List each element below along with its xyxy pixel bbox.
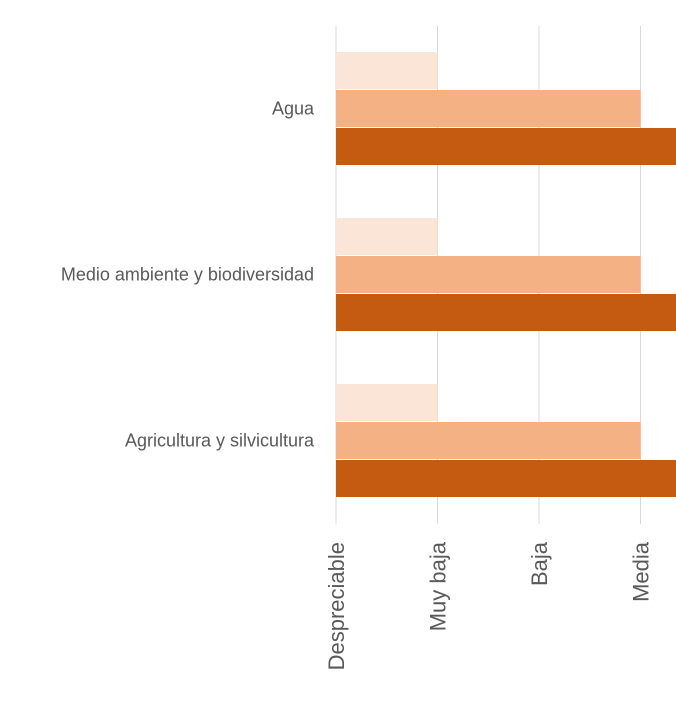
category-label: Agricultura y silvicultura	[125, 431, 315, 451]
bars	[336, 52, 676, 497]
bar	[336, 422, 641, 459]
bar	[336, 52, 438, 89]
bar	[336, 460, 676, 497]
x-tick-label: Muy baja	[426, 541, 451, 631]
x-tick-label: Baja	[527, 541, 552, 586]
bar	[336, 256, 641, 293]
bar	[336, 294, 676, 331]
bar	[336, 218, 438, 255]
bar	[336, 384, 438, 421]
bar	[336, 128, 676, 165]
x-tick-labels: Despreciable Muy baja Baja Media	[324, 541, 654, 670]
category-labels: Agua Medio ambiente y biodiversidad Agricu…	[61, 99, 315, 451]
x-tick-label: Despreciable	[324, 542, 349, 670]
category-label: Agua	[272, 99, 315, 119]
category-label: Medio ambiente y biodiversidad	[61, 265, 314, 285]
x-tick-label: Media	[629, 541, 654, 602]
bar	[336, 90, 641, 127]
